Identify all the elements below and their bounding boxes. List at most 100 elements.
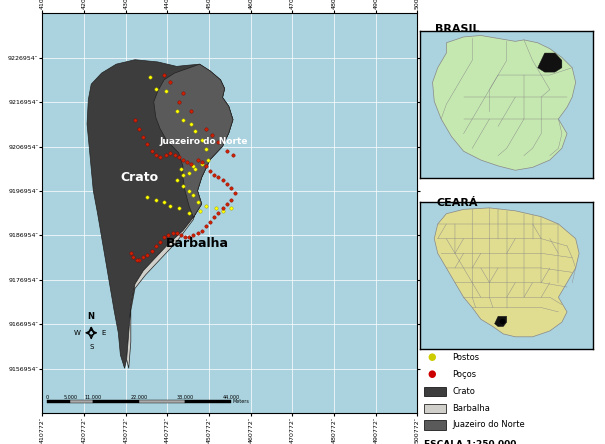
Point: [209, 214, 219, 221]
Point: [228, 152, 238, 159]
Point: [159, 234, 169, 241]
Text: N: N: [88, 312, 95, 321]
Point: [201, 223, 211, 230]
Point: [197, 159, 206, 166]
Point: [226, 205, 236, 212]
Point: [168, 230, 177, 237]
Polygon shape: [434, 208, 579, 337]
Text: 0: 0: [46, 395, 49, 400]
Point: [186, 161, 196, 168]
Point: [170, 152, 180, 159]
Text: 11.000: 11.000: [85, 395, 102, 400]
Bar: [185, 400, 231, 403]
Text: E: E: [102, 330, 106, 336]
Point: [145, 74, 154, 81]
Point: [139, 134, 148, 141]
Text: Barbalha: Barbalha: [166, 238, 229, 250]
Point: [197, 227, 206, 234]
Point: [126, 250, 136, 257]
Point: [162, 152, 171, 159]
Point: [155, 238, 165, 246]
Point: [214, 174, 223, 181]
Point: [174, 205, 183, 212]
Point: [189, 163, 198, 170]
Point: [178, 172, 188, 179]
Bar: [93, 400, 139, 403]
Point: [151, 196, 161, 203]
Text: 33.000: 33.000: [177, 395, 194, 400]
Point: [197, 161, 206, 168]
Point: [166, 203, 175, 210]
Bar: [139, 400, 185, 403]
Text: Crato: Crato: [120, 171, 159, 184]
Point: [201, 145, 211, 152]
Point: [178, 116, 188, 123]
Point: [139, 254, 148, 261]
Point: [195, 207, 204, 214]
Text: BRASIL: BRASIL: [434, 24, 479, 35]
Point: [134, 125, 144, 132]
Text: ●: ●: [427, 369, 436, 379]
Point: [192, 230, 202, 237]
Point: [151, 85, 161, 92]
Text: W: W: [74, 330, 81, 336]
Point: [143, 141, 152, 148]
Point: [166, 79, 175, 86]
Point: [134, 256, 144, 263]
Point: [174, 99, 183, 106]
Polygon shape: [538, 53, 562, 72]
Point: [155, 154, 165, 161]
Point: [159, 198, 169, 206]
Point: [172, 176, 182, 183]
Point: [230, 190, 240, 197]
Point: [162, 87, 171, 95]
Point: [197, 136, 206, 143]
Point: [130, 116, 140, 123]
Point: [172, 230, 182, 237]
Polygon shape: [495, 316, 507, 327]
Text: ESCALA 1:250.000: ESCALA 1:250.000: [424, 440, 516, 444]
Point: [178, 90, 188, 97]
Point: [166, 150, 175, 157]
Point: [201, 203, 211, 210]
Point: [147, 147, 157, 155]
Point: [222, 201, 232, 208]
Point: [192, 156, 202, 163]
Point: [218, 205, 227, 212]
Text: Crato: Crato: [453, 387, 476, 396]
Point: [128, 254, 138, 261]
Point: [201, 163, 211, 170]
Point: [211, 205, 221, 212]
Text: CEARÁ: CEARÁ: [436, 198, 477, 208]
Text: ●: ●: [427, 353, 436, 362]
Point: [132, 256, 142, 263]
Text: Juazeiro do Norte: Juazeiro do Norte: [453, 420, 525, 429]
Polygon shape: [87, 60, 233, 369]
Text: 22.000: 22.000: [131, 395, 148, 400]
Point: [218, 176, 227, 183]
Point: [201, 125, 211, 132]
Text: S: S: [89, 345, 93, 350]
Point: [185, 170, 194, 177]
Point: [226, 185, 236, 192]
Point: [147, 247, 157, 254]
Point: [178, 183, 188, 190]
Point: [191, 127, 200, 135]
Point: [178, 156, 188, 163]
Point: [182, 159, 192, 166]
Text: 44.000: 44.000: [222, 395, 240, 400]
Point: [163, 232, 173, 239]
Point: [191, 165, 200, 172]
Point: [185, 234, 194, 241]
Point: [185, 210, 194, 217]
Point: [174, 154, 183, 161]
Text: Barbalha: Barbalha: [453, 404, 491, 412]
Point: [222, 147, 232, 155]
Polygon shape: [126, 80, 233, 369]
Point: [205, 218, 215, 226]
Point: [214, 139, 223, 146]
Point: [214, 210, 223, 217]
Point: [176, 165, 186, 172]
Point: [189, 192, 198, 199]
Bar: [70, 400, 93, 403]
